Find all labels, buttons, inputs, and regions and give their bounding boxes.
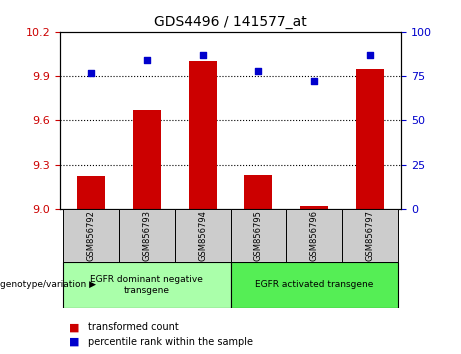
Point [199, 52, 206, 58]
Text: ■: ■ [69, 337, 80, 347]
Text: GSM856796: GSM856796 [310, 210, 319, 261]
Bar [301, 206, 328, 209]
Bar [118, 209, 175, 262]
Bar [244, 175, 272, 209]
Bar [230, 209, 286, 262]
Bar [63, 209, 118, 262]
Text: ■: ■ [69, 322, 80, 332]
Bar [175, 209, 230, 262]
Text: GSM856794: GSM856794 [198, 210, 207, 261]
Point [143, 57, 150, 63]
Text: percentile rank within the sample: percentile rank within the sample [88, 337, 253, 347]
Bar [189, 61, 217, 209]
Point [366, 52, 374, 58]
Text: GSM856793: GSM856793 [142, 210, 151, 261]
Bar [77, 176, 105, 209]
Bar [286, 209, 343, 262]
Bar [230, 262, 398, 308]
Text: EGFR dominant negative
transgene: EGFR dominant negative transgene [90, 275, 203, 295]
Point [311, 79, 318, 84]
Text: EGFR activated transgene: EGFR activated transgene [255, 280, 373, 290]
Point [255, 68, 262, 74]
Bar [133, 110, 160, 209]
Bar [343, 209, 398, 262]
Text: genotype/variation ▶: genotype/variation ▶ [0, 280, 96, 290]
Bar [356, 69, 384, 209]
Bar [63, 262, 230, 308]
Title: GDS4496 / 141577_at: GDS4496 / 141577_at [154, 16, 307, 29]
Point [87, 70, 95, 75]
Text: GSM856792: GSM856792 [86, 210, 95, 261]
Text: GSM856797: GSM856797 [366, 210, 375, 261]
Text: GSM856795: GSM856795 [254, 210, 263, 261]
Text: transformed count: transformed count [88, 322, 178, 332]
